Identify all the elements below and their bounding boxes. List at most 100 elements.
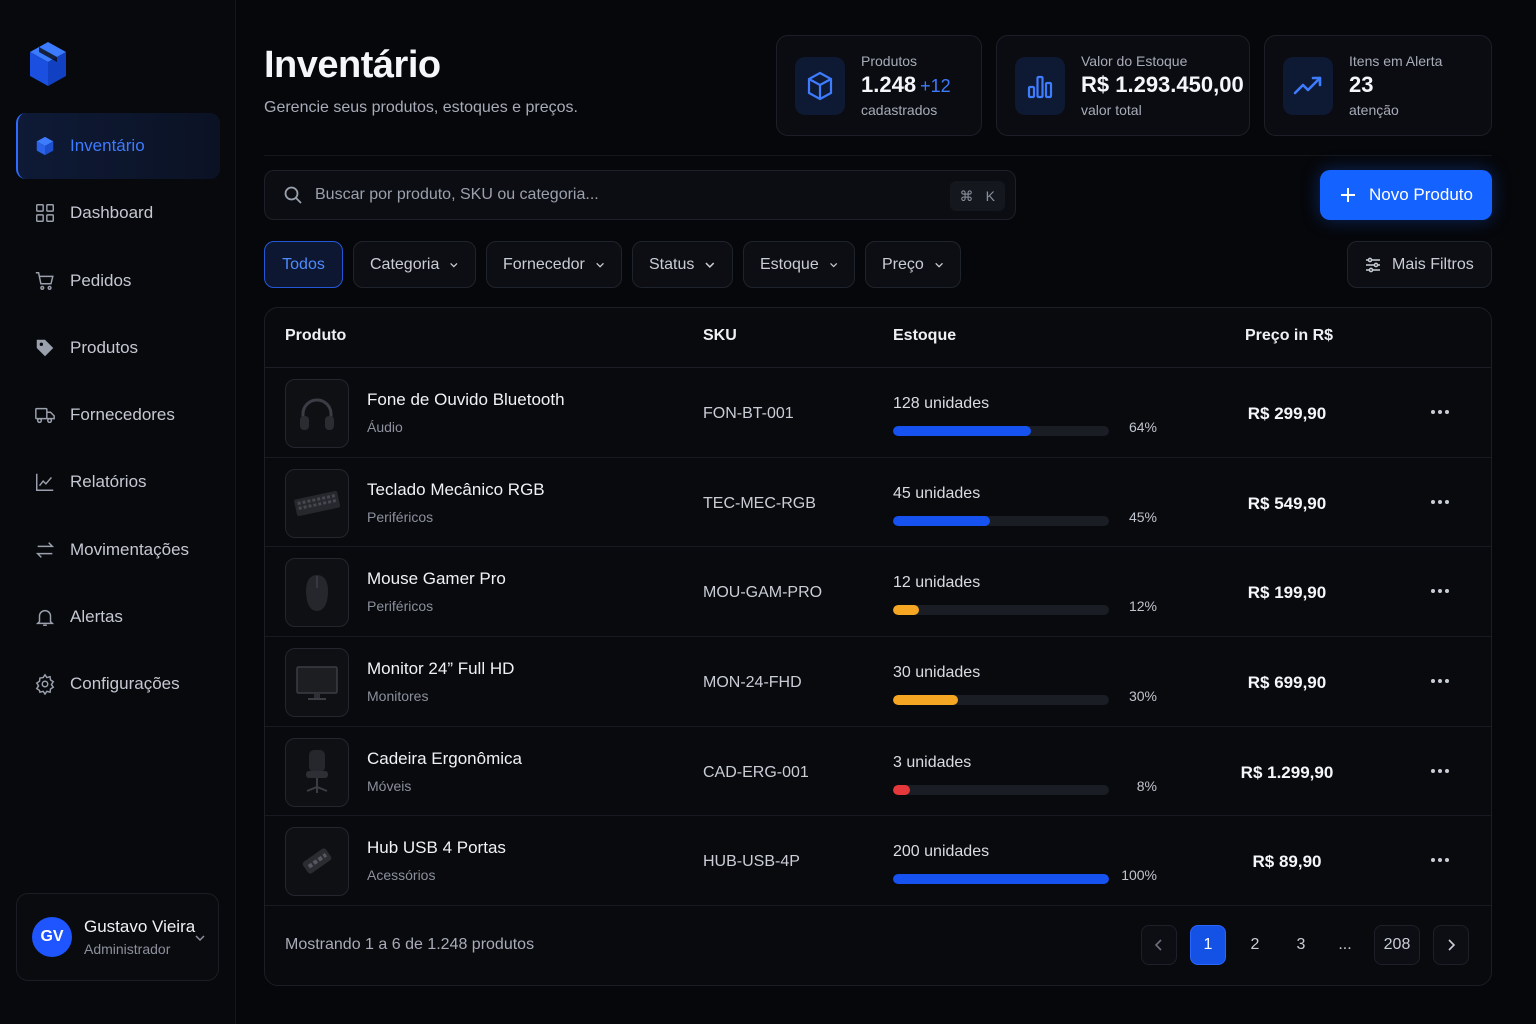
stock-bar [893, 784, 1109, 795]
stock-percent: 30% [1128, 688, 1157, 705]
product-thumbnail-headphones [285, 379, 349, 448]
bell-icon [34, 606, 56, 628]
table-row[interactable]: Monitor 24” Full HD Monitores MON-24-FHD… [265, 637, 1491, 727]
product-name[interactable]: Hub USB 4 Portas [367, 838, 506, 858]
trend-up-icon [1283, 56, 1333, 115]
sidebar-item-movimentacoes[interactable]: Movimentações [16, 517, 220, 583]
sidebar: Inventário Dashboard Pedidos Produtos [0, 0, 236, 1024]
sliders-icon [1366, 257, 1380, 272]
search-input[interactable] [315, 186, 915, 204]
stock-bar-fill [893, 784, 911, 795]
sidebar-item-fornecedores[interactable]: Fornecedores [16, 382, 220, 448]
new-product-button[interactable]: Novo Produto [1320, 170, 1492, 220]
filter-chip-categoria[interactable]: Categoria [353, 241, 476, 288]
row-more-icon[interactable] [1425, 400, 1455, 424]
product-category: Monitores [367, 688, 429, 705]
logo-cube-icon[interactable] [28, 40, 68, 88]
row-more-icon[interactable] [1425, 579, 1455, 603]
page-title: Inventário [264, 44, 441, 86]
stock-units: 128 unidades [893, 395, 990, 412]
more-filters-button[interactable]: Mais Filtros [1347, 241, 1492, 288]
stock-bar [893, 695, 1109, 706]
pagination-prev-button[interactable] [1141, 925, 1177, 965]
cube-icon [795, 56, 845, 115]
row-more-icon[interactable] [1425, 490, 1455, 514]
stock-bar [893, 874, 1109, 885]
filter-chip-fornecedor[interactable]: Fornecedor [486, 241, 622, 288]
sidebar-item-label: Pedidos [70, 270, 132, 290]
stat-delta: +12 [920, 76, 951, 96]
chevron-down-icon [450, 262, 458, 267]
chart-icon [34, 471, 56, 493]
stat-note: valor total [1081, 102, 1142, 118]
product-thumbnail-mouse [285, 558, 349, 628]
sidebar-item-relatorios[interactable]: Relatórios [16, 449, 220, 515]
stock-units: 30 unidades [893, 664, 981, 682]
table-row[interactable]: Fone de Ouvido Bluetooth Áudio FON-BT-00… [265, 368, 1491, 458]
sidebar-item-label: Produtos [70, 337, 139, 357]
stock-bar-fill [893, 874, 1109, 885]
product-name[interactable]: Teclado Mecânico RGB [367, 479, 545, 499]
stock-units: 45 unidades [893, 484, 981, 502]
pagination-page-3[interactable]: 3 [1296, 936, 1306, 953]
pagination-page-1[interactable]: 1 [1190, 925, 1226, 965]
column-header-estoque[interactable]: Estoque [893, 327, 957, 344]
filter-chip-estoque[interactable]: Estoque [743, 241, 855, 288]
header-divider [264, 155, 1492, 156]
product-thumbnail-monitor [285, 648, 349, 718]
filter-chip-todos[interactable]: Todos [264, 241, 343, 288]
filter-chip-status[interactable]: Status [632, 241, 733, 288]
stat-label: Itens em Alerta [1349, 53, 1443, 69]
column-header-produto[interactable]: Produto [285, 327, 347, 344]
product-sku: HUB-USB-4P [703, 853, 800, 871]
table-row[interactable]: Mouse Gamer Pro Periféricos MOU-GAM-PRO … [265, 547, 1491, 638]
column-header-preco[interactable]: Preço in R$ [1245, 327, 1334, 344]
product-sku: MON-24-FHD [703, 674, 802, 692]
product-name[interactable]: Cadeira Ergonômica [367, 748, 522, 768]
table-row[interactable]: Hub USB 4 Portas Acessórios HUB-USB-4P 2… [265, 816, 1491, 907]
sidebar-item-produtos[interactable]: Produtos [16, 315, 220, 381]
sidebar-item-pedidos[interactable]: Pedidos [16, 248, 220, 314]
pagination-next-button[interactable] [1433, 925, 1469, 965]
pagination-page-2[interactable]: 2 [1250, 936, 1260, 953]
row-more-icon[interactable] [1425, 669, 1455, 693]
user-name: Gustavo Vieira [84, 917, 196, 936]
stock-units: 3 unidades [893, 753, 972, 771]
row-more-icon[interactable] [1425, 759, 1455, 783]
product-price: R$ 1.299,90 [1240, 762, 1334, 782]
user-card[interactable]: GV Gustavo Vieira Administrador [16, 893, 219, 981]
stock-bar-fill [893, 515, 991, 526]
row-more-icon[interactable] [1425, 848, 1455, 872]
sidebar-item-alertas[interactable]: Alertas [16, 584, 220, 650]
sidebar-item-configuracoes[interactable]: Configurações [16, 651, 220, 717]
column-header-sku[interactable]: SKU [703, 327, 737, 344]
product-thumbnail-chair [285, 737, 349, 807]
product-name[interactable]: Fone de Ouvido Bluetooth [367, 390, 565, 409]
keyboard-shortcut-hint: ⌘ K [949, 181, 1005, 211]
sidebar-nav: Inventário Dashboard Pedidos Produtos [16, 113, 220, 719]
stock-bar-fill [893, 426, 1032, 436]
stock-percent: 64% [1128, 419, 1157, 435]
stat-card-valor-estoque: Valor do Estoque R$ 1.293.450,00 valor t… [996, 35, 1250, 136]
gear-icon [34, 673, 56, 696]
stat-value: 23 [1349, 72, 1374, 97]
table-row[interactable]: Cadeira Ergonômica Móveis CAD-ERG-001 3 … [265, 727, 1491, 817]
product-category: Periféricos [367, 508, 434, 525]
sidebar-item-dashboard[interactable]: Dashboard [16, 180, 220, 246]
stat-label: Valor do Estoque [1081, 53, 1188, 69]
product-name[interactable]: Mouse Gamer Pro [367, 569, 506, 589]
sidebar-item-inventario[interactable]: Inventário [16, 113, 220, 179]
stat-note: cadastrados [861, 102, 938, 118]
search-bar: ⌘K [264, 170, 1016, 220]
product-name[interactable]: Monitor 24” Full HD [367, 659, 515, 679]
pagination-page-208[interactable]: 208 [1374, 925, 1420, 965]
product-price: R$ 199,90 [1247, 583, 1327, 603]
filter-chip-preco[interactable]: Preço [865, 241, 961, 288]
table-row[interactable]: Teclado Mecânico RGB Periféricos TEC-MEC… [265, 458, 1491, 548]
product-category: Periféricos [367, 598, 434, 615]
chevron-down-icon[interactable] [194, 932, 206, 944]
sidebar-item-label: Relatórios [70, 472, 147, 492]
stock-bar [893, 426, 1109, 436]
chevron-down-icon [829, 262, 837, 267]
sidebar-item-label: Configurações [70, 674, 180, 694]
